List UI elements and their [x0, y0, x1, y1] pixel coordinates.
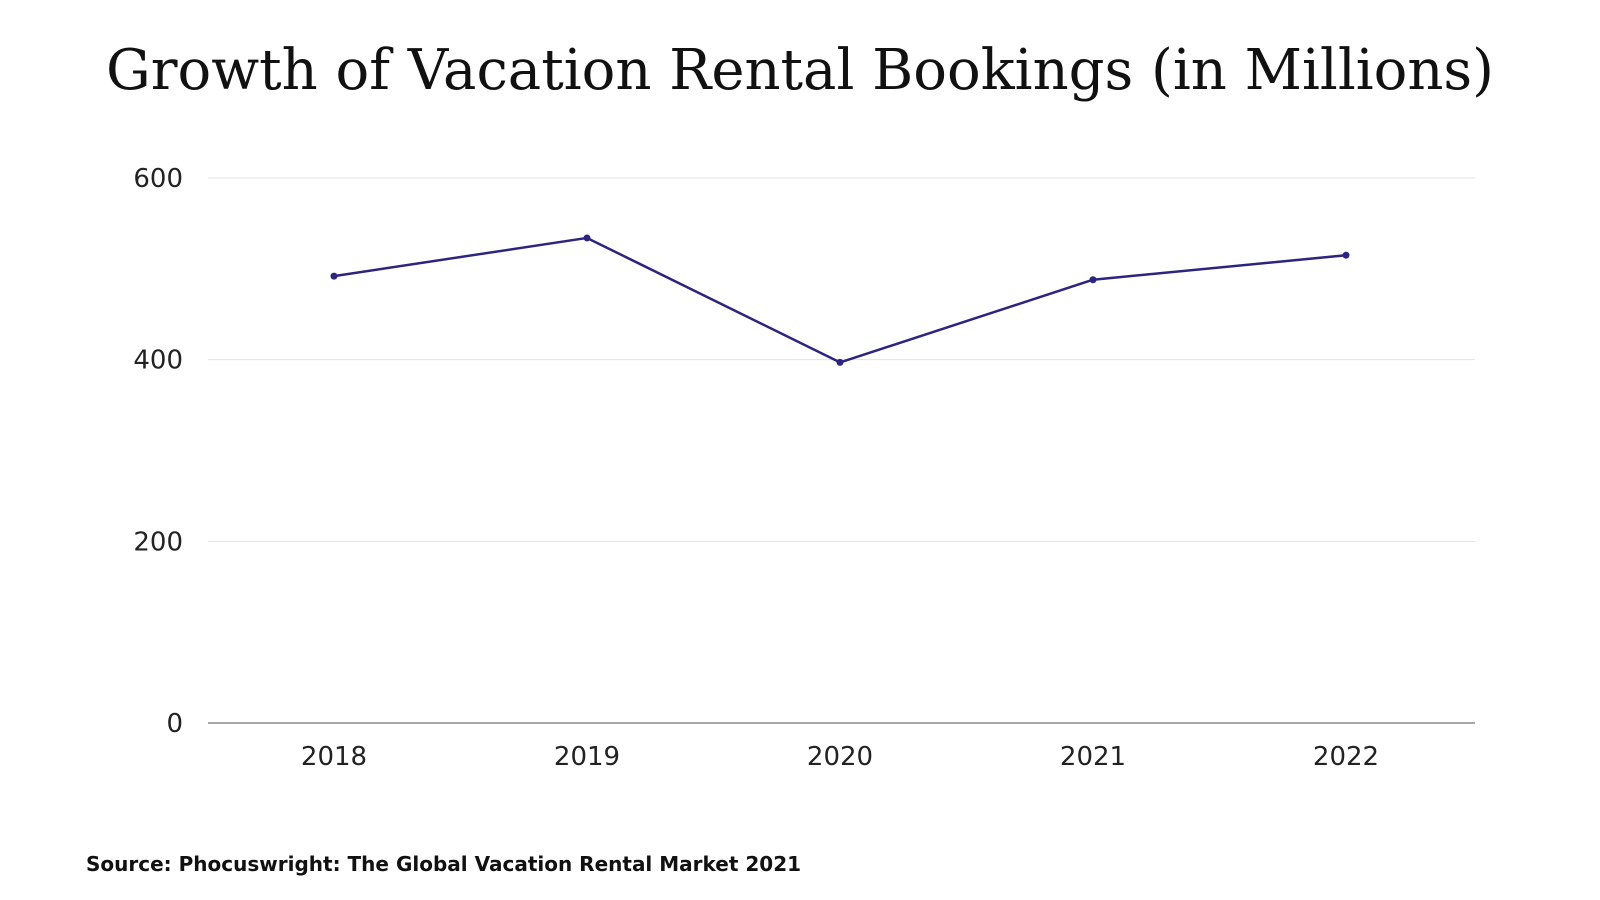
source-note: Source: Phocuswright: The Global Vacatio…: [86, 852, 802, 876]
y-axis-tick-labels: 0 200 400 600: [133, 164, 183, 739]
data-point: [836, 358, 844, 366]
x-tick-label: 2020: [807, 742, 873, 772]
chart-title: Growth of Vacation Rental Bookings (in M…: [105, 38, 1495, 103]
y-tick-label: 400: [133, 346, 183, 376]
series-layer: [330, 234, 1350, 366]
x-tick-label: 2021: [1060, 742, 1126, 772]
x-tick-label: 2018: [301, 742, 367, 772]
data-point: [583, 234, 591, 242]
x-tick-label: 2022: [1313, 742, 1379, 772]
data-point: [330, 272, 338, 280]
series-line: [333, 236, 1347, 364]
x-tick-label: 2019: [554, 742, 620, 772]
y-tick-label: 0: [166, 709, 183, 739]
y-tick-label: 600: [133, 164, 183, 194]
data-point: [1089, 276, 1097, 284]
data-point: [1342, 251, 1350, 259]
gridlines: [208, 177, 1475, 724]
x-axis-tick-labels: 2018 2019 2020 2021 2022: [301, 742, 1379, 772]
y-tick-label: 200: [133, 527, 183, 557]
